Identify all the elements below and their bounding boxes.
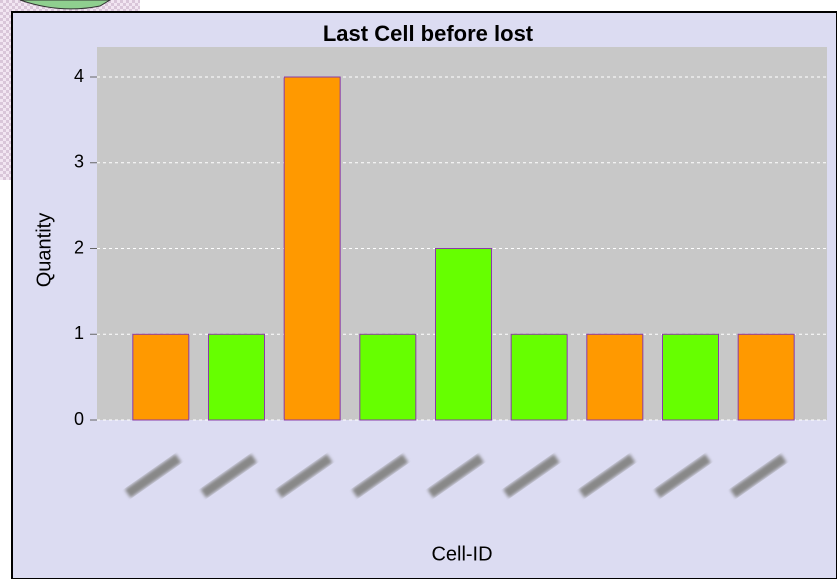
blurred-label	[200, 454, 257, 498]
blurred-label	[654, 454, 711, 498]
blurred-label	[351, 454, 409, 498]
blurred-label	[427, 454, 484, 498]
bar	[208, 333, 265, 421]
blurred-label	[276, 454, 333, 498]
bar	[283, 76, 341, 421]
chart-title: Last Cell before lost	[323, 21, 534, 46]
bar	[435, 248, 492, 421]
bar	[132, 333, 190, 421]
y-axis-label: Quantity	[33, 213, 55, 287]
background-shape	[19, 0, 111, 10]
blurred-label	[124, 454, 182, 498]
y-tick-label: 3	[74, 152, 84, 172]
bar	[737, 333, 795, 421]
y-tick-label: 1	[74, 323, 84, 343]
blurred-label	[503, 454, 560, 498]
blurred-label	[730, 454, 787, 498]
bar	[359, 333, 417, 421]
bar	[586, 333, 644, 421]
blurred-label	[578, 454, 636, 498]
x-axis-label: Cell-ID	[431, 543, 492, 565]
y-tick-label: 2	[74, 237, 84, 257]
y-tick-label: 4	[74, 66, 84, 86]
bar	[662, 333, 719, 421]
bar	[510, 333, 568, 421]
y-tick-label: 0	[74, 409, 84, 429]
plot: 0 1 2 3 4	[74, 66, 827, 498]
